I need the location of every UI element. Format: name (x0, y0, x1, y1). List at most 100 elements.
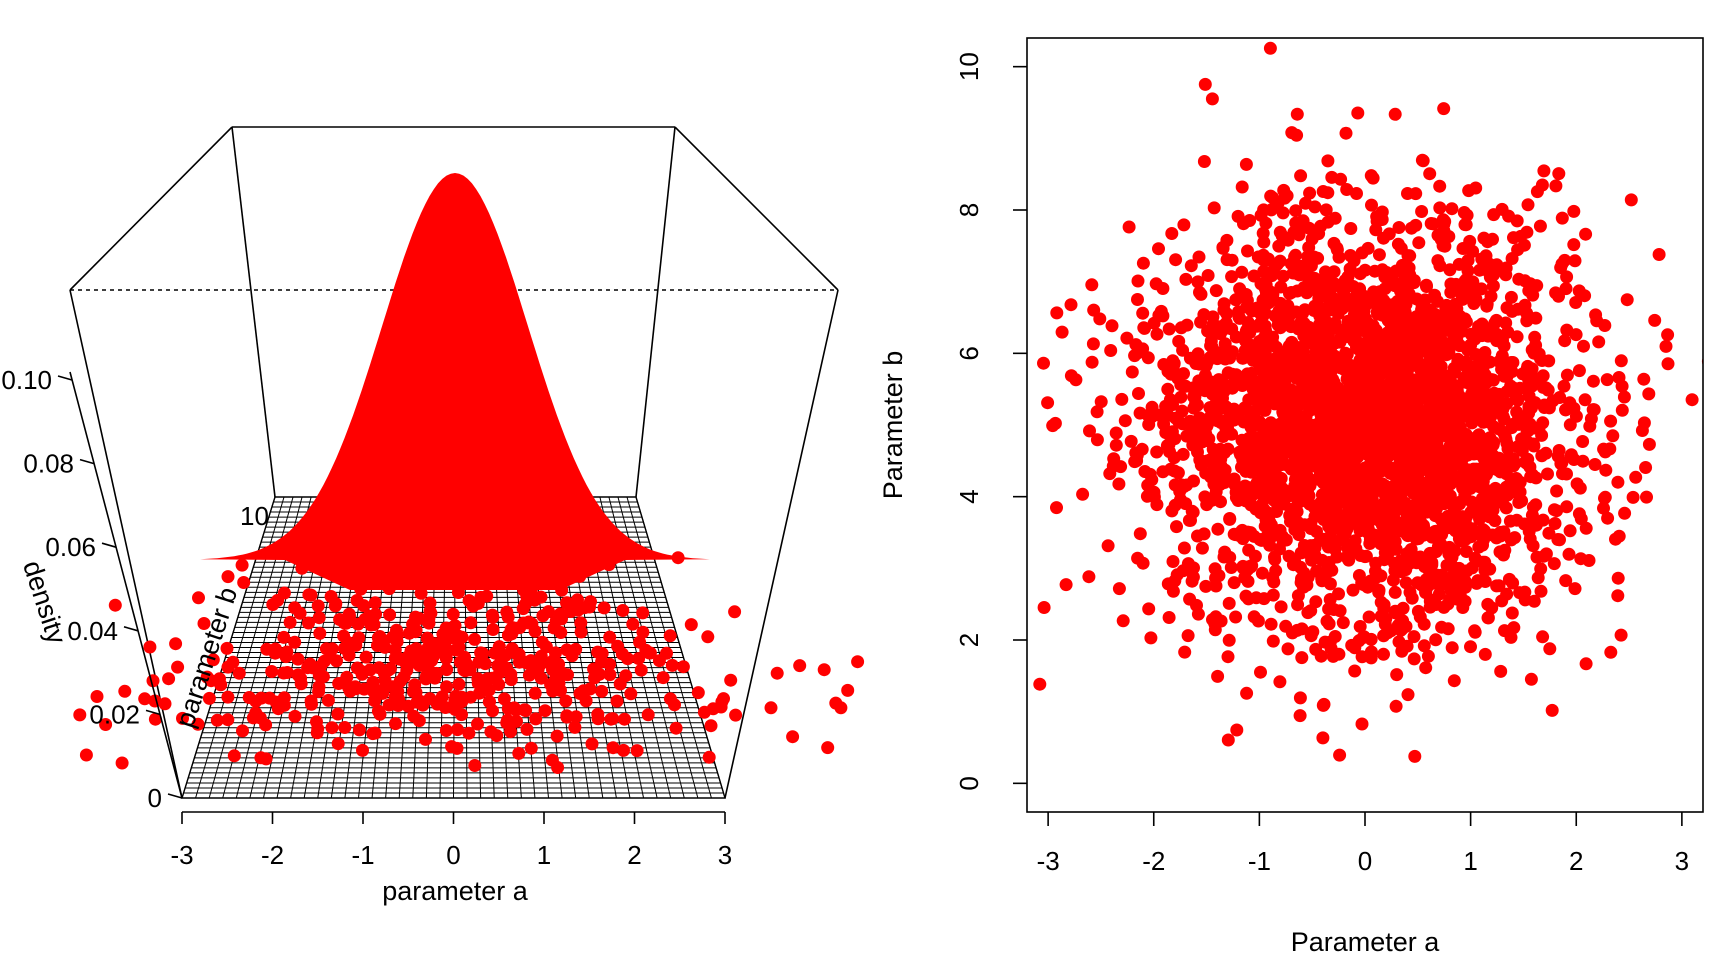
scatter-point (1225, 253, 1239, 267)
scatter-point (1276, 448, 1290, 462)
scatter-point (1555, 211, 1569, 225)
scatter-point (1604, 645, 1618, 659)
scatter-point (1322, 520, 1336, 533)
scatter-point (1410, 328, 1424, 342)
scatter-point (1437, 102, 1451, 116)
persp-point (254, 691, 268, 705)
scatter-point (1498, 543, 1512, 557)
persp-point (280, 645, 294, 659)
scatter-point (1315, 553, 1329, 567)
persp-point (512, 746, 526, 760)
scatter-point (1564, 448, 1578, 462)
scatter-point (1131, 293, 1144, 306)
scatter-point (1465, 561, 1479, 575)
scatter-point (1253, 415, 1266, 429)
persp-point (221, 713, 235, 727)
persp-point (636, 625, 650, 639)
scatter-point (1086, 337, 1100, 351)
persp-point (419, 732, 432, 746)
scatter-point (1483, 431, 1497, 445)
scatter-point (1319, 387, 1333, 401)
scatter-point (1330, 241, 1344, 255)
scatter-point (1131, 346, 1145, 360)
scatter-point (1316, 473, 1330, 487)
persp-point (171, 660, 185, 674)
scatter-point (1328, 277, 1342, 291)
persp-point (202, 691, 216, 705)
scatter-point (1472, 527, 1486, 541)
scatter-point (1408, 346, 1422, 360)
persp-point (532, 659, 546, 673)
scatter-point (1165, 425, 1179, 439)
scatter-point (1518, 298, 1532, 312)
scatter-point (1307, 250, 1321, 264)
scatter-point (1093, 312, 1107, 326)
scatter-point (1365, 198, 1378, 212)
scatter-point (1428, 288, 1442, 302)
scatter-point (1415, 153, 1429, 167)
x-tick-label: 2 (1569, 846, 1583, 876)
scatter-point (1612, 529, 1626, 543)
persp-point (561, 668, 574, 682)
persp-point (348, 680, 362, 694)
persp-point (368, 726, 382, 740)
persp-point (390, 623, 403, 637)
persp-point (383, 662, 397, 676)
scatter-point (1574, 552, 1588, 566)
scatter-point (1417, 639, 1431, 653)
scatter-point (1428, 405, 1442, 419)
scatter-point (1535, 178, 1549, 192)
scatter-point (1292, 528, 1306, 542)
persp-point (701, 630, 715, 644)
scatter-point (1477, 390, 1491, 404)
scatter-point (1321, 154, 1335, 168)
scatter-point (1567, 204, 1581, 218)
scatter-point (1333, 748, 1347, 762)
z-tick-label: 0.04 (67, 616, 118, 646)
persp-point (312, 680, 326, 694)
scatter-point (1403, 585, 1417, 599)
scatter-point (1551, 533, 1565, 546)
scatter-point (1033, 677, 1047, 691)
box-edge (724, 289, 839, 799)
scatter-point (1510, 405, 1524, 419)
scatter-point (1085, 355, 1099, 369)
persp-point (560, 643, 574, 657)
scatter-points (1033, 41, 1703, 763)
scatter-point (1536, 369, 1550, 383)
persp-point (641, 708, 655, 722)
scatter-point (1541, 467, 1554, 481)
scatter-point (1214, 495, 1227, 509)
scatter-point (1207, 201, 1221, 215)
persp-point (288, 709, 302, 723)
scatter-point (1444, 583, 1458, 597)
persp-point (510, 714, 523, 728)
scatter-point (1301, 458, 1315, 472)
scatter-point (1361, 241, 1375, 255)
scatter-point (1519, 413, 1533, 427)
persp-point (197, 617, 211, 630)
scatter-point (1174, 390, 1188, 404)
scatter-point (1197, 155, 1211, 168)
scatter-point (1446, 560, 1460, 574)
persp-point (574, 616, 588, 630)
persp-point (325, 642, 339, 656)
x-tick-label-3d: -2 (261, 840, 284, 870)
scatter-point (1267, 575, 1281, 589)
scatter-point (1094, 395, 1108, 409)
x-tick-label: 0 (1358, 846, 1372, 876)
scatter-point (1424, 381, 1438, 395)
scatter-point (1411, 441, 1425, 455)
persp-point (634, 663, 648, 677)
scatter-point (1552, 444, 1566, 457)
scatter-point (1226, 403, 1240, 417)
scatter-point (1346, 583, 1360, 597)
scatter-point (1510, 214, 1524, 228)
scatter-point (1388, 351, 1402, 365)
scatter-point (1253, 357, 1267, 370)
scatter-point (1269, 467, 1283, 481)
scatter-point (1408, 749, 1422, 763)
persp-point (724, 673, 738, 687)
scatter-point (1462, 184, 1476, 198)
scatter-point (1372, 583, 1386, 597)
